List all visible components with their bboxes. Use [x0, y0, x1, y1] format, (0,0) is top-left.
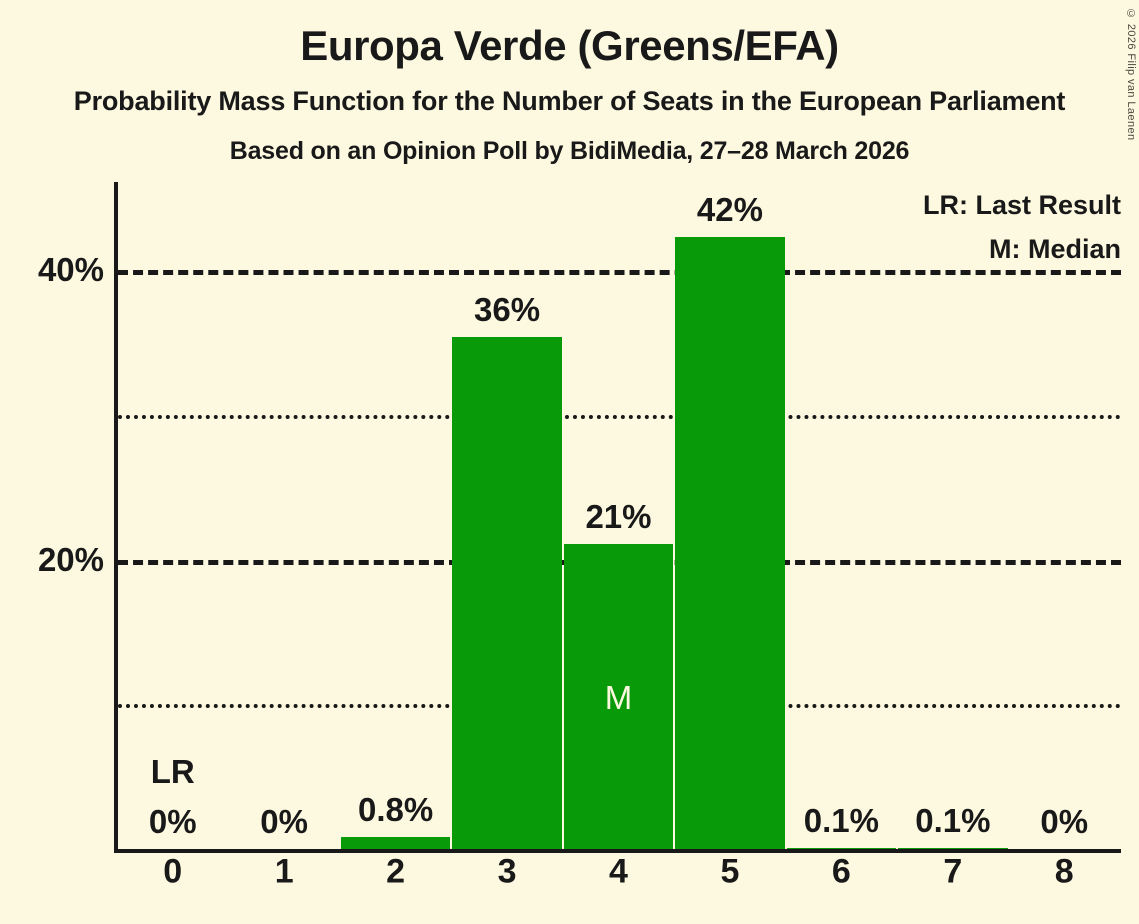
bar-value-label-5: 42% [696, 190, 763, 228]
x-tick-label-5: 5 [720, 852, 740, 891]
chart-title: Europa Verde (Greens/EFA) [300, 22, 839, 69]
bar-seats-2 [340, 837, 451, 849]
bar-value-label-3: 36% [474, 290, 541, 328]
bar-value-label-4: 21% [585, 497, 652, 535]
x-tick-label-3: 3 [497, 852, 517, 891]
bar-value-label-1: 0% [260, 803, 308, 840]
last-result-marker: LR [150, 753, 195, 790]
bar-seats-7 [898, 847, 1008, 849]
chart-source-note: Based on an Opinion Poll by BidiMedia, 2… [229, 137, 910, 165]
x-tick-label-2: 2 [386, 852, 406, 891]
bar-value-label-0: 0% [148, 803, 197, 840]
bar-seats-5 [675, 236, 785, 849]
x-tick-label-4: 4 [609, 852, 628, 891]
gridline-30 [118, 414, 1121, 419]
x-tick-label-8: 8 [1054, 852, 1074, 891]
x-tick-label-7: 7 [943, 852, 963, 891]
x-tick-label-0: 0 [163, 852, 183, 891]
legend-item-median: M: Median [989, 234, 1121, 264]
legend-item-last-result: LR: Last Result [922, 190, 1121, 220]
bar-value-label-2: 0.8% [357, 791, 434, 829]
median-marker: M [604, 679, 633, 716]
x-tick-label-1: 1 [274, 852, 294, 891]
bar-value-label-7: 0.1% [915, 801, 991, 839]
bar-value-label-6: 0.1% [803, 801, 879, 839]
y-tick-label-20: 20% [37, 540, 104, 578]
bar-seats-3 [452, 336, 562, 849]
x-tick-label-6: 6 [831, 852, 851, 891]
y-tick-label-40: 40% [37, 251, 104, 288]
bar-seats-6 [786, 847, 897, 849]
copyright-notice: © 2026 Filip van Laenen [1125, 8, 1137, 141]
chart-subtitle: Probability Mass Function for the Number… [73, 86, 1066, 116]
y-axis-line [114, 182, 118, 853]
chart-legend: LR: Last Result M: Median [923, 183, 1121, 271]
plot-area [114, 182, 1121, 853]
bar-seats-4 [563, 543, 674, 849]
gridline-40 [118, 270, 1121, 275]
x-axis-line [114, 849, 1121, 853]
bar-value-label-8: 0% [1040, 803, 1089, 840]
